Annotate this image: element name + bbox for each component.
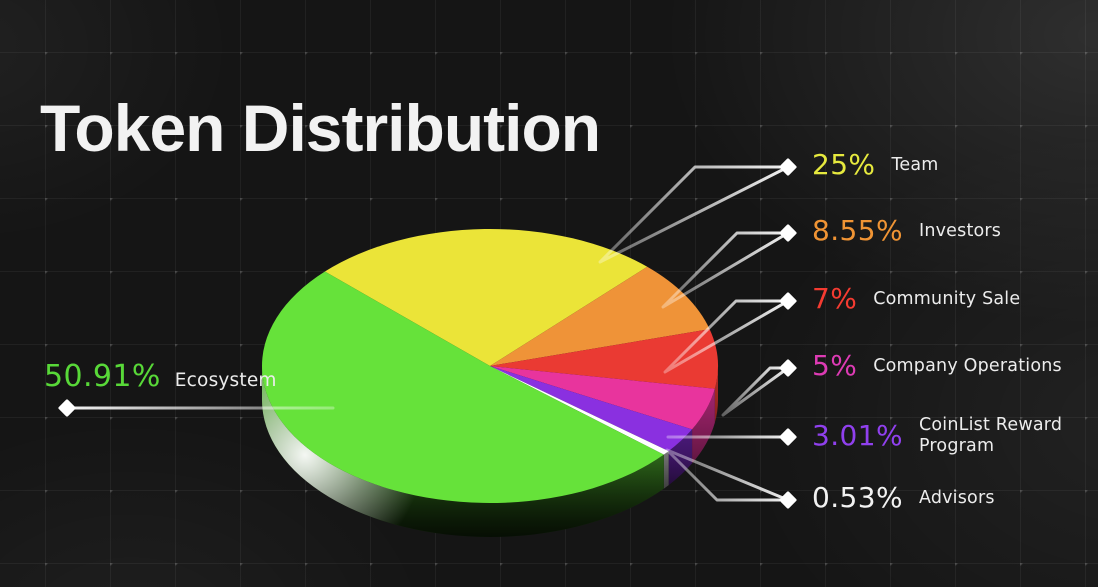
legend-value-team: 25% xyxy=(812,148,876,181)
page-title: Token Distribution xyxy=(40,91,601,165)
legend-item-ecosystem: 50.91% Ecosystem xyxy=(44,362,277,392)
legend-item-advisors: 0.53% Advisors xyxy=(812,484,995,512)
legend-value-investors: 8.55% xyxy=(812,214,903,247)
legend-item-company-operations: 5% Company Operations xyxy=(812,352,1062,380)
legend-label-investors: Investors xyxy=(918,220,1002,241)
legend-label-team: Team xyxy=(891,154,939,175)
legend-item-investors: 8.55% Investors xyxy=(812,217,1001,245)
legend-value-company-operations: 5% xyxy=(812,349,858,382)
legend-label-community-sale: Community Sale xyxy=(873,288,1021,309)
legend-value-community-sale: 7% xyxy=(812,282,858,315)
legend-label-coinlist-reward-program: CoinList Reward Program xyxy=(918,415,1063,456)
legend-item-community-sale: 7% Community Sale xyxy=(812,285,1020,313)
legend-item-coinlist-reward-program: 3.01% CoinList Reward Program xyxy=(812,415,1079,456)
legend-label-company-operations: Company Operations xyxy=(873,355,1062,376)
legend-value-coinlist-reward-program: 3.01% xyxy=(812,418,903,452)
legend-value-advisors: 0.53% xyxy=(812,481,903,514)
legend-label-ecosystem: Ecosystem xyxy=(174,370,277,391)
legend-label-advisors: Advisors xyxy=(918,487,995,508)
legend-item-team: 25% Team xyxy=(812,151,939,179)
legend-value-ecosystem: 50.91% xyxy=(44,359,161,394)
